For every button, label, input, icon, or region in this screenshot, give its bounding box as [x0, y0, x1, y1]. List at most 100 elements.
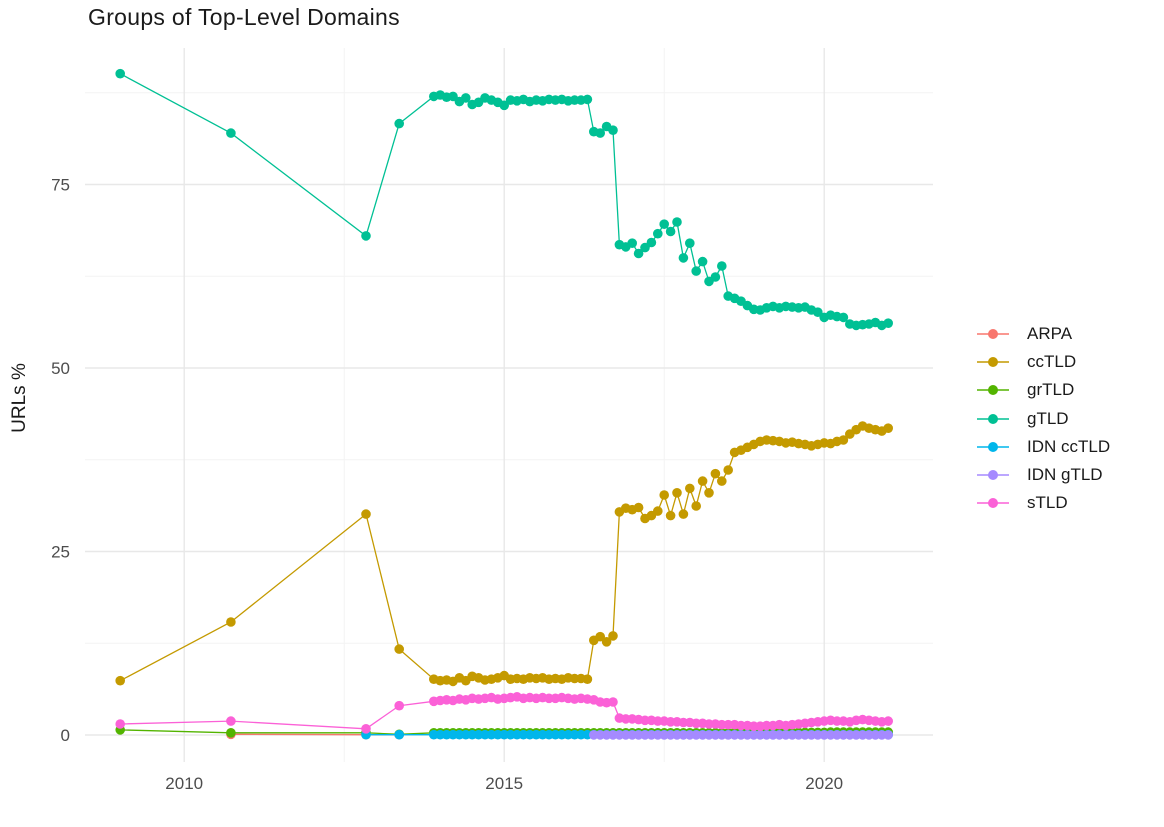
- x-tick-label: 2010: [165, 774, 203, 793]
- data-point: [717, 476, 727, 486]
- data-point: [361, 724, 371, 734]
- data-point: [226, 716, 236, 726]
- legend-item-label: ccTLD: [1027, 352, 1077, 372]
- data-point: [646, 237, 657, 248]
- data-point: [704, 488, 714, 498]
- data-point: [448, 91, 458, 102]
- data-point: [608, 631, 618, 641]
- legend-item-cctld: ccTLD: [976, 348, 1110, 376]
- data-point: [582, 94, 593, 105]
- series-idn-gtld: [589, 730, 893, 740]
- data-point: [710, 468, 721, 479]
- y-tick-label: 75: [51, 176, 70, 195]
- legend-key-dot: [988, 329, 998, 340]
- data-point: [685, 483, 695, 494]
- legend-item-stld: sTLD: [976, 489, 1110, 517]
- data-point: [115, 68, 125, 79]
- y-axis-title: URLs %: [9, 363, 30, 433]
- legend-key-dot: [988, 441, 998, 452]
- data-point: [665, 510, 676, 521]
- legend-key: [977, 441, 1009, 452]
- data-point: [608, 697, 618, 707]
- data-point: [665, 226, 676, 237]
- legend-key: [977, 470, 1009, 481]
- data-point: [394, 644, 405, 654]
- legend-item-label: grTLD: [1027, 380, 1075, 400]
- data-point: [883, 716, 893, 726]
- legend-item-idn-cctld: IDN ccTLD: [976, 433, 1110, 461]
- legend-item-arpa: ARPA: [976, 320, 1110, 348]
- data-point: [672, 217, 682, 227]
- series-gtld: [115, 68, 893, 331]
- data-point: [678, 509, 689, 519]
- y-tick-label: 0: [61, 726, 70, 745]
- data-point: [717, 261, 727, 271]
- data-point: [361, 509, 371, 519]
- chart-title: Groups of Top-Level Domains: [88, 4, 400, 30]
- data-point: [394, 729, 405, 740]
- y-tick-label: 25: [51, 543, 70, 562]
- y-tick-label: 50: [51, 359, 70, 378]
- data-point: [595, 128, 605, 138]
- data-point: [653, 228, 663, 239]
- legend-item-grtld: grTLD: [976, 376, 1110, 404]
- data-point: [678, 253, 689, 263]
- legend-key: [977, 357, 1009, 368]
- data-point: [691, 266, 701, 276]
- data-point: [394, 118, 405, 129]
- legend-key-dot: [988, 470, 998, 481]
- data-point: [838, 435, 849, 445]
- data-point: [394, 700, 405, 711]
- series-stld: [115, 692, 893, 734]
- data-point: [659, 219, 669, 229]
- data-point: [461, 93, 471, 103]
- data-point: [883, 318, 893, 329]
- legend-key-dot: [988, 413, 998, 424]
- data-point: [659, 490, 669, 500]
- legend-item-label: IDN ccTLD: [1027, 436, 1111, 456]
- legend-key: [977, 498, 1009, 509]
- data-point: [361, 231, 371, 241]
- data-point: [710, 272, 721, 282]
- data-point: [653, 506, 663, 516]
- legend-key: [977, 413, 1009, 424]
- data-point: [601, 637, 612, 647]
- x-tick-label: 2015: [485, 774, 523, 793]
- data-point: [226, 728, 236, 738]
- legend-key: [977, 385, 1009, 396]
- legend-key-dot: [988, 385, 998, 396]
- series-cctld: [115, 421, 893, 687]
- legend-item-label: gTLD: [1027, 408, 1069, 428]
- legend-item-idn-gtld: IDN gTLD: [976, 461, 1110, 489]
- data-point: [672, 488, 682, 498]
- data-point: [640, 242, 650, 253]
- data-point: [685, 238, 695, 248]
- data-point: [115, 675, 125, 686]
- data-point: [838, 312, 849, 323]
- data-point: [633, 248, 644, 259]
- data-point: [723, 465, 733, 475]
- legend-item-gtld: gTLD: [976, 405, 1110, 433]
- data-point: [595, 631, 605, 642]
- legend-key: [977, 329, 1009, 340]
- data-point: [883, 730, 893, 740]
- legend: ARPA ccTLD grTLD gTLD IDN ccTLD IDN gTLD sTLD: [976, 320, 1110, 517]
- legend-key-dot: [988, 357, 998, 368]
- data-point: [226, 128, 236, 138]
- data-point: [627, 238, 637, 248]
- data-point: [226, 617, 236, 627]
- x-tick-label: 2020: [805, 774, 843, 793]
- data-point: [883, 423, 893, 434]
- legend-key-dot: [988, 498, 998, 509]
- data-point: [582, 674, 593, 684]
- data-point: [499, 100, 510, 111]
- data-point: [633, 502, 644, 513]
- data-point: [813, 307, 823, 318]
- legend-item-label: ARPA: [1027, 324, 1073, 344]
- data-point: [115, 719, 125, 729]
- data-point: [697, 476, 708, 486]
- data-point: [697, 256, 708, 267]
- data-point: [691, 501, 701, 511]
